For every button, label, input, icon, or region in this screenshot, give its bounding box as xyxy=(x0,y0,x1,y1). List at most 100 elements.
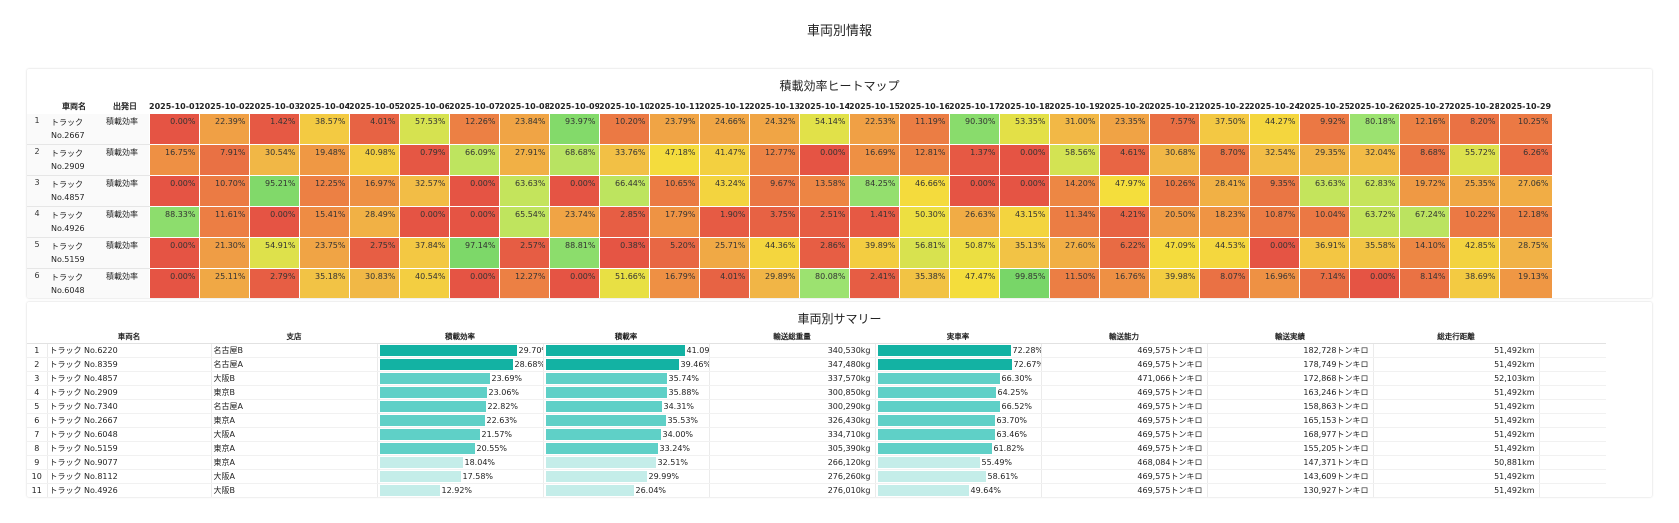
heatmap-cell: 29.89% xyxy=(748,268,800,298)
row-index: 1 xyxy=(27,113,47,145)
efficiency-bar xyxy=(379,359,513,370)
heatmap-cell: 35.58% xyxy=(1348,237,1400,269)
summary-header-utilization: 実車率 xyxy=(875,330,1041,344)
total-weight-value: 326,430kg xyxy=(708,413,875,428)
row-index: 7 xyxy=(27,427,47,442)
summary-header-vehicle: 車両名 xyxy=(47,330,211,344)
load-rate-bar-label: 35.88% xyxy=(668,388,700,397)
vehicle-name: トラック No.2667 xyxy=(46,413,211,428)
heatmap-cell: 43.24% xyxy=(698,175,750,207)
summary-title: 車両別サマリー xyxy=(797,312,882,326)
branch-name: 名古屋A xyxy=(210,357,377,372)
total-weight-value: 340,530kg xyxy=(708,343,875,358)
heatmap-cell: 88.33% xyxy=(148,206,200,238)
capacity-value: 469,575トンキロ xyxy=(1040,357,1207,372)
efficiency-bar-cell: 20.55% xyxy=(376,441,543,456)
heatmap-cell: 63.63% xyxy=(1298,175,1350,207)
heatmap-cell: 36.91% xyxy=(1298,237,1350,269)
heatmap-cell: 10.26% xyxy=(1148,175,1200,207)
heatmap-cell: 44.36% xyxy=(748,237,800,269)
actual-value: 143,609トンキロ xyxy=(1206,469,1373,484)
total-weight-value: 276,260kg xyxy=(708,469,875,484)
summary-header-capacity: 輸送能力 xyxy=(1041,330,1207,344)
heatmap-cell: 84.25% xyxy=(848,175,900,207)
summary-row: 8 トラック No.5159 東京A 20.55% 33.24% 305,390kg 61.… xyxy=(27,441,1606,456)
summary-row: 6 トラック No.2667 東京A 22.63% 35.53% 326,430kg 63.… xyxy=(27,413,1606,428)
heatmap-cell: 0.00% xyxy=(998,175,1050,207)
heatmap-cell: 67.24% xyxy=(1398,206,1450,238)
branch-name: 名古屋B xyxy=(210,343,377,358)
heatmap-header-date: 2025-10-02 xyxy=(199,101,249,111)
summary-row: 3 トラック No.4857 大阪B 23.69% 35.74% 337,570kg 66.… xyxy=(27,371,1606,386)
heatmap-header-date: 2025-10-12 xyxy=(699,101,749,111)
efficiency-bar-label: 28.68% xyxy=(514,360,544,369)
heatmap-cell: 1.42% xyxy=(248,113,300,145)
utilization-bar-cell: 66.30% xyxy=(874,371,1041,386)
heatmap-cell: 0.00% xyxy=(148,268,200,298)
heatmap-cell: 22.39% xyxy=(198,113,250,145)
heatmap-table: 車両名 出発日 2025-10-01 2025-10-02 2025-10-03 2025… xyxy=(27,99,1553,298)
heatmap-cell: 0.00% xyxy=(148,175,200,207)
actual-value: 182,728トンキロ xyxy=(1206,343,1373,358)
heatmap-cell: 10.04% xyxy=(1298,206,1350,238)
heatmap-cell: 2.57% xyxy=(498,237,550,269)
heatmap-cell: 23.35% xyxy=(1098,113,1150,145)
load-rate-bar-label: 29.99% xyxy=(648,472,680,481)
branch-name: 東京B xyxy=(210,385,377,400)
efficiency-bar xyxy=(379,429,480,440)
efficiency-bar-cell: 12.92% xyxy=(376,483,543,497)
vehicle-name: トラック No.6048 xyxy=(46,427,211,442)
distance-value: 50,881km xyxy=(1372,455,1539,470)
spacer-cell xyxy=(1538,441,1606,456)
vehicle-name: トラック No.5159 xyxy=(47,237,101,269)
heatmap-header-index xyxy=(27,99,47,114)
branch-name: 大阪B xyxy=(210,483,377,497)
heatmap-cell: 0.00% xyxy=(1248,237,1300,269)
utilization-bar-label: 58.61% xyxy=(987,472,1019,481)
heatmap-cell: 23.84% xyxy=(498,113,550,145)
heatmap-header-date: 2025-10-15 xyxy=(849,101,899,111)
heatmap-cell: 4.01% xyxy=(348,113,400,145)
efficiency-bar-cell: 21.57% xyxy=(376,427,543,442)
efficiency-bar-cell: 23.69% xyxy=(376,371,543,386)
vehicle-name: トラック No.8359 xyxy=(46,357,211,372)
heatmap-cell: 0.00% xyxy=(1348,268,1400,298)
heatmap-cell: 9.67% xyxy=(748,175,800,207)
efficiency-bar-cell: 29.70% xyxy=(376,343,543,358)
heatmap-cell: 10.70% xyxy=(198,175,250,207)
distance-value: 51,492km xyxy=(1372,483,1539,497)
utilization-bar xyxy=(877,485,969,496)
load-rate-bar-label: 35.53% xyxy=(667,416,699,425)
heatmap-cell: 7.91% xyxy=(198,144,250,176)
spacer-cell xyxy=(1538,483,1606,497)
heatmap-cell: 80.18% xyxy=(1348,113,1400,145)
heatmap-cell: 27.91% xyxy=(498,144,550,176)
heatmap-cell: 5.20% xyxy=(648,237,700,269)
efficiency-bar-cell: 18.04% xyxy=(376,455,543,470)
heatmap-cell: 54.91% xyxy=(248,237,300,269)
actual-value: 172,868トンキロ xyxy=(1206,371,1373,386)
heatmap-cell: 0.00% xyxy=(248,206,300,238)
heatmap-cell: 97.14% xyxy=(448,237,500,269)
heatmap-header-date: 2025-10-19 xyxy=(1049,101,1099,111)
capacity-value: 468,084トンキロ xyxy=(1040,455,1207,470)
heatmap-cell: 0.79% xyxy=(398,144,450,176)
load-rate-bar xyxy=(545,471,647,482)
heatmap-cell: 22.53% xyxy=(848,113,900,145)
heatmap-cell: 53.35% xyxy=(998,113,1050,145)
heatmap-cell: 25.71% xyxy=(698,237,750,269)
heatmap-cell: 30.83% xyxy=(348,268,400,298)
heatmap-cell: 30.68% xyxy=(1148,144,1200,176)
load-rate-bar xyxy=(545,359,679,370)
capacity-value: 469,575トンキロ xyxy=(1040,441,1207,456)
heatmap-cell: 27.06% xyxy=(1498,175,1553,207)
summary-header-total-weight: 輸送総重量 xyxy=(709,330,875,344)
heatmap-cell: 0.00% xyxy=(448,175,500,207)
branch-name: 大阪A xyxy=(210,469,377,484)
heatmap-cell: 29.35% xyxy=(1298,144,1350,176)
heatmap-cell: 35.38% xyxy=(898,268,950,298)
heatmap-cell: 9.92% xyxy=(1298,113,1350,145)
row-index: 1 xyxy=(27,343,47,358)
heatmap-cell: 0.00% xyxy=(148,237,200,269)
heatmap-cell: 2.85% xyxy=(598,206,650,238)
